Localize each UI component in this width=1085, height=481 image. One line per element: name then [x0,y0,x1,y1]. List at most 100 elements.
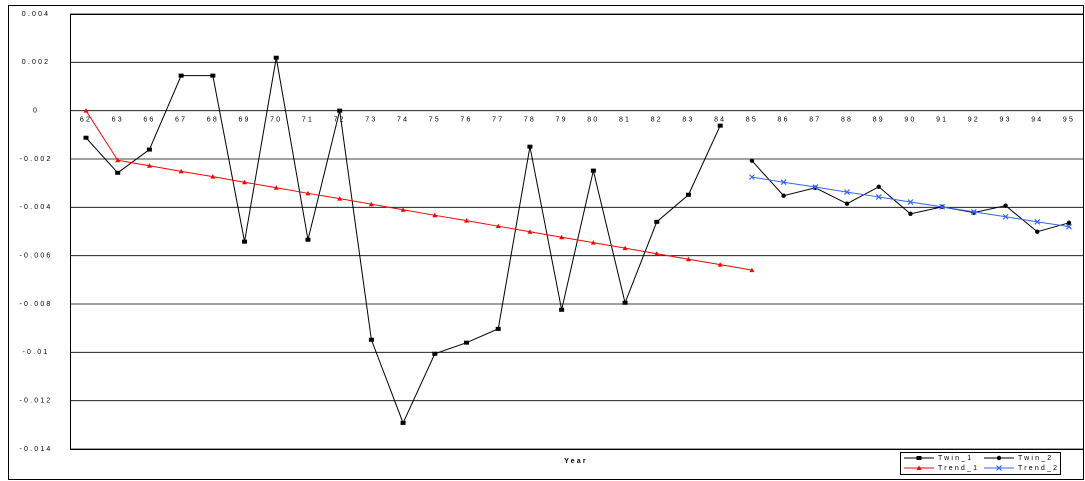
x-tick-label: 82 [651,117,663,124]
y-tick-label: 0.004 [22,11,51,18]
marker [844,201,850,206]
marker [939,203,946,210]
series-line [85,110,752,271]
x-tick-label: 95 [1063,117,1075,124]
x-tick-label: 86 [778,117,790,124]
x-tick-label: 90 [904,117,916,124]
marker [115,157,121,163]
x-tick-label: 80 [587,117,599,124]
y-tick-label: -0.01 [23,349,50,356]
x-tick-label: 72 [334,117,346,124]
legend-marker [916,465,922,470]
marker [717,262,723,267]
x-tick-label: 74 [397,117,409,124]
x-tick-label: 83 [682,117,694,124]
x-tick-label: 70 [270,117,282,124]
marker [748,174,755,181]
x-tick-label: 78 [524,117,536,124]
x-tick-label: 92 [968,117,980,124]
marker [400,420,406,425]
x-tick-label: 73 [365,117,377,124]
marker [559,307,565,312]
x-tick-label: 85 [746,117,758,124]
x-tick-label: 75 [429,117,441,124]
marker [495,223,501,229]
y-tick-label: -0.004 [19,204,52,211]
marker [654,219,660,224]
marker [432,212,438,218]
x-tick-label: 71 [302,117,314,124]
marker [780,179,787,186]
marker [654,251,660,256]
marker [337,108,343,113]
marker [400,207,406,212]
marker [908,211,913,217]
y-tick-label: -0.002 [19,156,52,163]
marker [685,256,691,262]
marker [273,185,279,190]
marker [812,184,819,190]
marker [432,351,438,356]
marker [178,168,184,174]
marker [1066,223,1072,230]
marker [115,170,121,175]
marker [622,245,628,251]
marker [844,189,850,196]
x-tick-label: 62 [80,117,92,124]
x-axis-title: Year [564,458,588,465]
x-tick-label: 76 [460,117,472,124]
x-tick-label: 63 [112,117,124,124]
legend-marker [996,455,1002,461]
y-tick-label: 0 [33,108,39,115]
x-tick-label: 69 [238,117,250,124]
marker [749,158,755,163]
marker [907,199,914,205]
x-tick-label: 77 [492,117,504,124]
plot-area [70,14,1084,450]
marker [685,192,691,197]
legend-label: Twin_1 [938,455,973,462]
legend-label: Twin_2 [1018,455,1053,462]
marker [273,55,279,60]
chart-frame [8,5,1084,480]
marker [178,73,184,78]
marker [210,174,216,179]
y-tick-label: -0.006 [19,253,52,260]
marker [622,300,628,305]
x-tick-label: 87 [809,117,821,124]
legend-marker [996,465,1002,471]
marker [83,108,89,113]
x-tick-label: 79 [556,117,568,124]
x-tick-label: 66 [143,117,155,124]
y-tick-label: 0.002 [22,59,51,66]
marker [1066,220,1072,225]
legend-label: Trend_1 [938,465,979,472]
x-tick-label: 84 [714,117,726,124]
legend-marker [916,456,922,460]
marker [1002,213,1009,220]
marker [146,147,152,152]
marker [146,163,152,168]
marker [527,229,533,234]
x-tick-label: 91 [936,117,948,124]
x-tick-label: 68 [207,117,219,124]
marker [876,184,881,189]
marker [527,144,533,149]
marker [368,201,374,207]
marker [368,337,374,342]
marker [1034,218,1041,225]
marker [495,326,501,331]
y-tick-label: -0.008 [19,301,52,308]
marker [1003,203,1008,208]
marker [590,168,596,173]
marker [717,123,723,128]
marker [559,234,565,240]
x-tick-label: 89 [873,117,885,124]
x-tick-label: 94 [1031,117,1043,124]
marker [305,190,311,196]
x-tick-label: 93 [999,117,1011,124]
legend-label: Trend_2 [1018,465,1059,472]
marker [464,218,470,223]
marker [305,237,311,242]
